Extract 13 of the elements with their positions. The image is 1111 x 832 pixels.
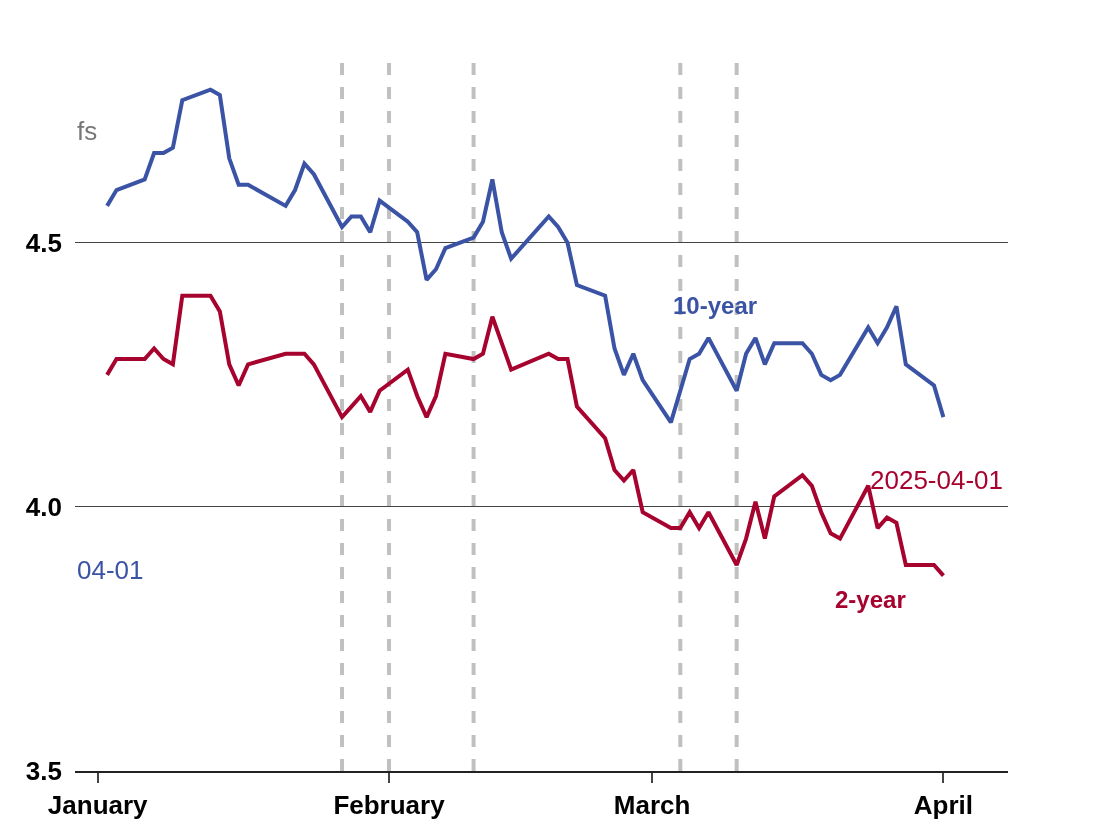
annotation: 2025-04-01 — [870, 465, 1003, 495]
x-tick-label: February — [333, 790, 446, 821]
x-tick-label: April — [913, 790, 974, 821]
series-label: 10-year — [673, 292, 758, 319]
y-tick-label: 4.0 — [25, 492, 62, 523]
y-tick-label: 3.5 — [25, 756, 62, 787]
x-tick-label: March — [613, 790, 691, 821]
line-series — [105, 87, 946, 425]
series-label: 2-year — [835, 586, 906, 613]
annotation: fs — [77, 116, 98, 146]
annotation: 04-01 — [77, 555, 144, 585]
y-tick-label: 4.5 — [25, 227, 62, 258]
x-tick-label: January — [47, 790, 149, 821]
